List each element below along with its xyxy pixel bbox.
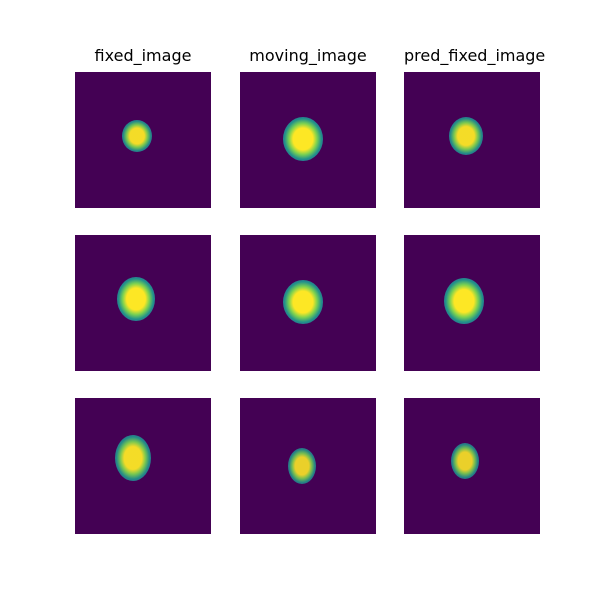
- image-panel: [404, 398, 540, 534]
- image-panel: [75, 398, 211, 534]
- column-title-fixed-image: fixed_image: [94, 46, 192, 65]
- image-panel: [240, 235, 376, 371]
- image-panel: [240, 398, 376, 534]
- intensity-blob: [283, 117, 323, 161]
- intensity-blob: [117, 277, 155, 321]
- intensity-blob: [115, 435, 151, 481]
- image-panel: [404, 72, 540, 208]
- column-title-moving-image: moving_image: [249, 46, 367, 65]
- image-panel: [75, 235, 211, 371]
- intensity-blob: [444, 278, 484, 324]
- image-panel: [404, 235, 540, 371]
- image-panel: [240, 72, 376, 208]
- intensity-blob: [449, 117, 483, 155]
- intensity-blob: [451, 443, 479, 479]
- intensity-blob: [283, 280, 323, 324]
- intensity-blob: [288, 448, 316, 484]
- image-panel: [75, 72, 211, 208]
- column-title-pred-fixed-image: pred_fixed_image: [404, 46, 546, 65]
- intensity-blob: [122, 120, 152, 152]
